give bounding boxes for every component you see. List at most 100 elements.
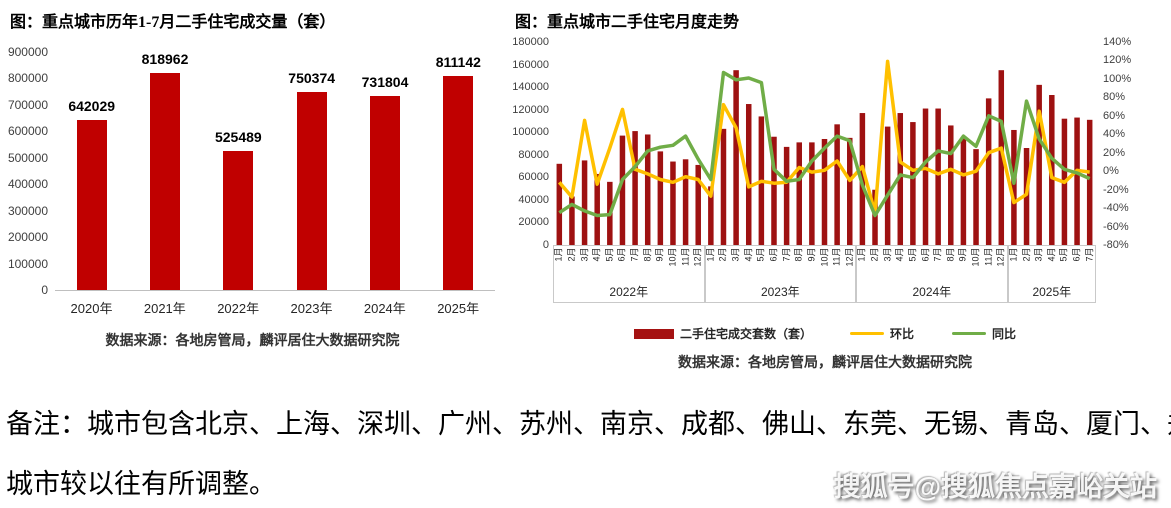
month-tick-label: 3月 bbox=[730, 247, 741, 262]
annual-bar bbox=[150, 73, 180, 290]
legend-label: 同比 bbox=[992, 327, 1017, 341]
monthly-bar bbox=[632, 131, 638, 245]
right-axis-tick-label: 120% bbox=[1103, 54, 1132, 67]
monthly-bar bbox=[960, 137, 967, 245]
y-tick-label: 300000 bbox=[7, 203, 48, 218]
month-tick-label: 6月 bbox=[920, 247, 931, 262]
year-label: 2024年 bbox=[912, 285, 952, 299]
annual-bar-chart-panel: 图：重点城市历年1-7月二手住宅成交量（套） 900000 800000 70000… bbox=[0, 0, 505, 390]
note-line-1: 备注：城市包含北京、上海、深圳、广州、苏州、南京、成都、佛山、东莞、无锡、青岛、… bbox=[6, 409, 1171, 439]
left-axis-tick-label: 120000 bbox=[512, 103, 549, 116]
month-tick-label: 5月 bbox=[1058, 247, 1069, 262]
bar-value-label: 731804 bbox=[361, 74, 409, 91]
month-tick-label: 7月 bbox=[1084, 247, 1095, 262]
y-tick-label: 200000 bbox=[7, 230, 48, 245]
month-tick-label: 9月 bbox=[957, 247, 968, 262]
month-tick-label: 8月 bbox=[642, 247, 653, 262]
y-tick-label: 700000 bbox=[7, 97, 48, 112]
right-axis-tick-label: 20% bbox=[1103, 146, 1126, 159]
y-tick-label: 800000 bbox=[7, 71, 48, 86]
year-group-cell: 2025年 bbox=[1007, 245, 1096, 303]
monthly-bar bbox=[922, 108, 929, 246]
legend-line-swatch bbox=[849, 331, 884, 336]
right-axis-tick-label: -80% bbox=[1103, 239, 1129, 251]
month-tick-label: 3月 bbox=[579, 247, 590, 262]
month-tick-label: 6月 bbox=[768, 247, 779, 262]
monthly-bar bbox=[745, 104, 752, 246]
year-group-cell: 2023年 bbox=[704, 245, 857, 303]
left-axis-tick-label: 160000 bbox=[512, 58, 549, 71]
monthly-bar bbox=[783, 146, 790, 245]
legend-line-swatch bbox=[952, 331, 986, 336]
year-label: 2022年 bbox=[609, 285, 649, 299]
monthly-bar bbox=[644, 134, 651, 245]
legend-item: 环比 bbox=[849, 325, 914, 342]
monthly-bar bbox=[985, 98, 992, 245]
monthly-bar bbox=[884, 126, 891, 245]
bar-value-label: 811142 bbox=[435, 53, 481, 70]
monthly-bar bbox=[998, 70, 1005, 245]
monthly-bar bbox=[910, 122, 916, 245]
month-tick-label: 3月 bbox=[882, 247, 893, 262]
monthly-bar bbox=[733, 70, 739, 245]
monthly-bar bbox=[847, 137, 853, 245]
y-tick-label: 600000 bbox=[7, 124, 48, 139]
month-tick-label: 4月 bbox=[591, 247, 602, 262]
right-axis-tick-label: -40% bbox=[1103, 202, 1129, 215]
mom-line bbox=[557, 59, 1090, 215]
right-axis-tick-label: -60% bbox=[1103, 220, 1129, 233]
month-tick-label: 12月 bbox=[844, 247, 855, 267]
month-tick-label: 10月 bbox=[970, 247, 981, 267]
month-tick-label: 4月 bbox=[1046, 247, 1057, 262]
note-line-2: 城市较以往有所调整。 bbox=[6, 469, 276, 499]
monthly-bar bbox=[809, 142, 815, 245]
annual-bar bbox=[443, 75, 474, 290]
monthly-bar bbox=[670, 161, 676, 245]
month-tick-label: 11月 bbox=[983, 247, 994, 266]
right-axis-tick-label: 0% bbox=[1103, 165, 1119, 178]
month-tick-label: 2月 bbox=[566, 247, 577, 262]
right-axis-tick-label: -20% bbox=[1103, 183, 1129, 196]
monthly-bar bbox=[834, 124, 840, 245]
monthly-trend-chart-panel: 图：重点城市二手住宅月度走势 180000 160000 140000 120000 1… bbox=[505, 0, 1171, 390]
month-tick-label: 4月 bbox=[743, 247, 754, 262]
right-axis-tick-label: 40% bbox=[1103, 128, 1126, 141]
month-tick-label: 3月 bbox=[1033, 247, 1044, 262]
monthly-bar bbox=[569, 196, 575, 245]
y-tick-label: 100000 bbox=[7, 256, 48, 271]
monthly-bar bbox=[682, 159, 689, 245]
month-tick-label: 12月 bbox=[692, 247, 703, 267]
monthly-bar bbox=[948, 125, 954, 245]
x-tick-label: 2021年 bbox=[143, 301, 186, 316]
bar-value-label: 750374 bbox=[288, 69, 336, 86]
left-axis-tick-label: 40000 bbox=[518, 193, 549, 206]
month-tick-label: 2月 bbox=[717, 247, 728, 262]
annual-bar bbox=[223, 151, 254, 290]
right-axis-tick-label: 60% bbox=[1103, 109, 1126, 122]
month-tick-label: 9月 bbox=[654, 247, 665, 262]
year-label: 2025年 bbox=[1032, 285, 1072, 299]
legend-label: 二手住宅成交套数（套） bbox=[679, 327, 812, 341]
watermark: 搜狐号@搜狐焦点嘉峪关站 bbox=[833, 472, 1157, 502]
month-tick-label: 2月 bbox=[1021, 247, 1032, 262]
yoy-line bbox=[558, 70, 1091, 218]
month-tick-label: 7月 bbox=[781, 247, 792, 262]
bar-value-label: 642029 bbox=[68, 98, 116, 115]
bar-value-label: 818962 bbox=[141, 51, 189, 68]
left-chart-source: 数据来源：各地房管局，麟评居住大数据研究院 bbox=[105, 334, 400, 349]
month-tick-label: 12月 bbox=[995, 247, 1006, 267]
bar-value-label: 525489 bbox=[214, 129, 262, 146]
month-tick-label: 6月 bbox=[1071, 247, 1082, 262]
month-tick-label: 11月 bbox=[680, 247, 691, 266]
x-tick-label: 2024年 bbox=[363, 301, 406, 316]
monthly-bar bbox=[708, 186, 714, 245]
x-tick-label: 2020年 bbox=[70, 301, 113, 316]
y-tick-label: 500000 bbox=[7, 150, 48, 165]
month-tick-label: 1月 bbox=[856, 247, 867, 262]
year-label: 2023年 bbox=[760, 285, 800, 299]
month-tick-label: 2月 bbox=[869, 247, 880, 262]
left-axis-tick-label: 100000 bbox=[512, 126, 549, 139]
monthly-bar bbox=[796, 142, 802, 245]
month-tick-label: 9月 bbox=[806, 247, 817, 262]
